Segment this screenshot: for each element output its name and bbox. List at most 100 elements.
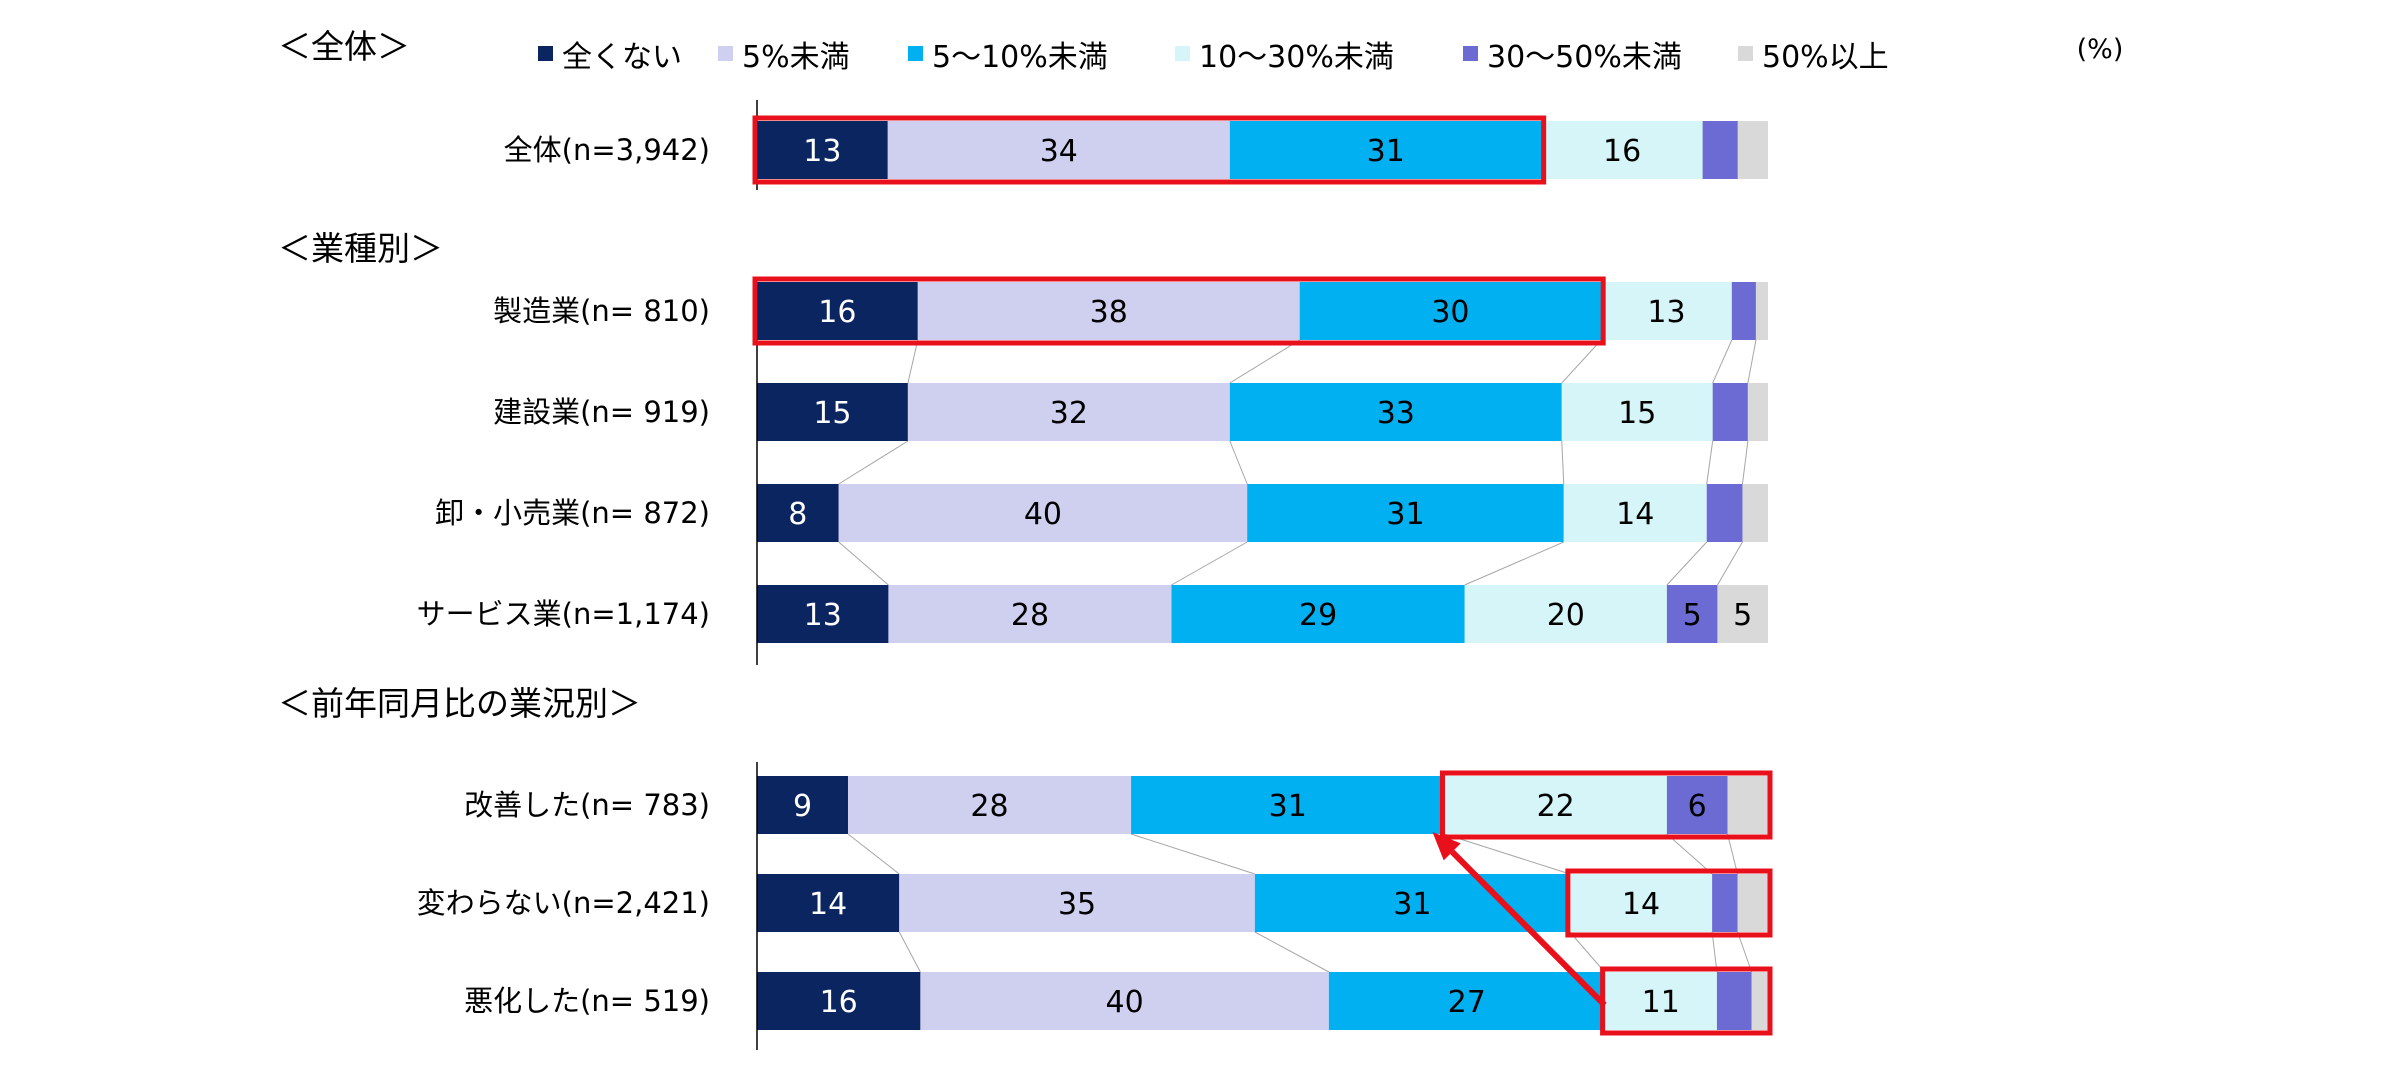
row-label: 改善した(n= 783): [464, 788, 710, 822]
bar-segment: [917, 282, 1300, 340]
bar-segment: [1702, 121, 1738, 179]
bar-segment: [1601, 282, 1732, 340]
bar-segment: [1131, 776, 1445, 834]
bar-segment: [757, 776, 848, 834]
data-label: 28: [970, 789, 1008, 824]
legend-swatch: [1738, 46, 1753, 61]
connector-line: [1561, 440, 1565, 485]
connector-line: [1706, 440, 1714, 485]
data-label: 5: [1683, 598, 1702, 633]
legend-label: 30～50%未満: [1487, 40, 1682, 75]
bar-segment: [838, 484, 1248, 542]
highlight-boxes: [752, 115, 1773, 1036]
data-label: 15: [813, 396, 851, 431]
data-label: 22: [1537, 789, 1575, 824]
bar-segment: [1666, 585, 1718, 643]
bar-segment: [1716, 972, 1752, 1030]
bar-segment: [757, 585, 889, 643]
bar-segment: [757, 484, 839, 542]
data-label: 31: [1386, 497, 1424, 532]
data-label: 31: [1393, 887, 1431, 922]
data-label: 28: [1011, 598, 1049, 633]
connector-line: [847, 833, 900, 875]
data-label: 38: [1090, 295, 1128, 330]
bar-segment: [888, 585, 1172, 643]
bar-segment: [887, 121, 1230, 179]
connector-line: [1229, 339, 1300, 384]
data-label: 6: [1688, 789, 1707, 824]
connector-line: [1727, 833, 1739, 875]
bar-segment: [757, 972, 921, 1030]
data-label: 13: [804, 598, 842, 633]
highlight-box: [752, 115, 1547, 185]
bars: 13 34 31 16 16 38 30 13 15 32 33 15 8 40 31 14 13 28 29 20 5…: [757, 121, 1768, 1030]
bar-segment: [1751, 972, 1768, 1030]
bar-segment: [1328, 972, 1605, 1030]
legend-swatch: [718, 46, 733, 61]
data-label: 16: [818, 295, 856, 330]
highlight-box: [1439, 770, 1773, 840]
connector-line: [1711, 931, 1718, 973]
group-titles: ＜全体＞ ＜業種別＞ ＜前年同月比の業況別＞: [278, 27, 641, 723]
connector-line: [1254, 931, 1330, 973]
data-label: 32: [1050, 396, 1088, 431]
bar-segment: [1731, 282, 1756, 340]
data-label: 29: [1299, 598, 1337, 633]
connector-line: [1737, 931, 1753, 973]
bar-segment: [1563, 484, 1707, 542]
bar-segment: [1541, 121, 1703, 179]
data-label: 34: [1040, 134, 1078, 169]
legend-swatch: [908, 46, 923, 61]
data-label: 40: [1106, 985, 1144, 1020]
connector-line: [1712, 339, 1733, 384]
bar-segment: [1247, 484, 1564, 542]
data-label: 13: [1647, 295, 1685, 330]
row-label: 卸・小売業(n= 872): [435, 496, 710, 530]
data-label: 33: [1377, 396, 1415, 431]
row-label: 建設業(n= 919): [493, 395, 710, 429]
legend-label: 5%未満: [742, 40, 850, 75]
bar-segment: [1666, 776, 1728, 834]
connector-line: [838, 541, 889, 586]
connector-line: [1741, 440, 1749, 485]
row-label: 全体(n=3,942): [504, 133, 710, 167]
connector-line: [907, 339, 919, 384]
data-label: 15: [1618, 396, 1656, 431]
legend-swatch: [1463, 46, 1478, 61]
bar-segment: [1747, 383, 1768, 441]
data-label: 13: [803, 134, 841, 169]
bar-segment: [1444, 776, 1667, 834]
bar-segment: [1737, 121, 1768, 179]
connector-line: [1666, 833, 1713, 875]
bar-segment: [920, 972, 1329, 1030]
highlight-box: [752, 276, 1606, 346]
connector-line: [1130, 833, 1256, 875]
bar-segment: [757, 874, 900, 932]
data-label: 5: [1733, 598, 1752, 633]
bar-segment: [1717, 585, 1768, 643]
row-label: 悪化した(n= 519): [464, 984, 710, 1018]
bar-segment: [1229, 121, 1542, 179]
data-label: 31: [1269, 789, 1307, 824]
connector-line: [1171, 541, 1248, 586]
group-title: ＜全体＞: [278, 27, 410, 66]
bar-segment: [757, 383, 908, 441]
legend-label: 全くない: [562, 40, 682, 75]
data-label: 16: [820, 985, 858, 1020]
connector-line: [1717, 541, 1743, 586]
bar-segment: [907, 383, 1230, 441]
legend-label: 5～10%未満: [932, 40, 1108, 75]
chart-legend: 全くない 5%未満 5～10%未満 10～30%未満 30～50%未満 50%以上: [538, 40, 1889, 75]
group-title: ＜前年同月比の業況別＞: [278, 684, 641, 723]
bar-segment: [757, 121, 888, 179]
bar-segment: [899, 874, 1255, 932]
connector-line: [1229, 440, 1248, 485]
bar-segment: [1737, 874, 1768, 932]
bar-segment: [847, 776, 1132, 834]
bar-segment: [1712, 874, 1738, 932]
bar-segment: [1254, 874, 1570, 932]
bar-segment: [1561, 383, 1713, 441]
data-label: 30: [1431, 295, 1469, 330]
data-label: 9: [793, 789, 812, 824]
